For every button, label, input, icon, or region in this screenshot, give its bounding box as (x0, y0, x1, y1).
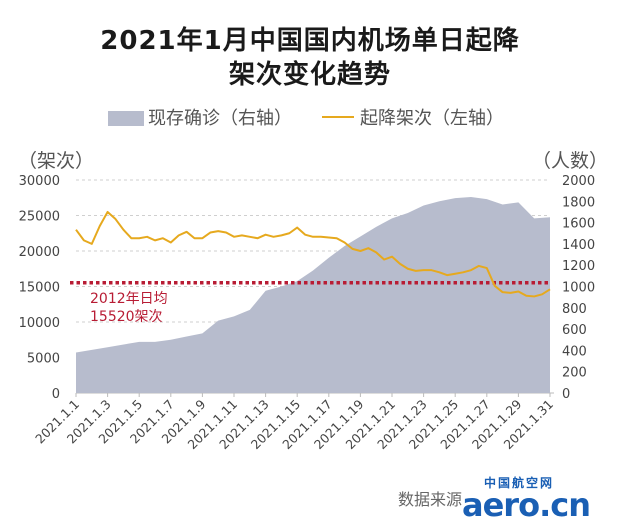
right-axis-unit: （人数） (532, 150, 609, 172)
legend-item-confirmed: 现存确诊（右轴） (108, 104, 292, 130)
line-layer (75, 210, 551, 298)
y-tick-right-1600: 1600 (562, 217, 595, 232)
y-tick-right-1800: 1800 (562, 195, 595, 210)
y-tick-left-0: 0 (52, 387, 60, 402)
y-tick-right-1200: 1200 (562, 259, 595, 274)
y-tick-left-5000: 5000 (27, 352, 60, 367)
legend-label-confirmed: 现存确诊（右轴） (148, 108, 292, 129)
logo-latin-text: aero.cn (462, 486, 591, 524)
logo-chinese-text: 中国航空网 (484, 476, 555, 490)
aero-cn-logo: 中国航空网 aero.cn (458, 474, 618, 524)
reference-label-line1: 2012年日均 (90, 291, 168, 307)
chart-subtitle: 架次变化趋势 (228, 60, 391, 90)
y-tick-left-25000: 25000 (19, 210, 60, 225)
legend-item-flights: 起降架次（左轴） (322, 104, 504, 130)
y-tick-left-20000: 20000 (19, 245, 60, 260)
area-layer (76, 197, 550, 393)
legend-swatch-line (322, 116, 354, 118)
area-series-confirmed (76, 197, 550, 393)
reference-label-line2: 15520架次 (90, 309, 163, 325)
reference-layer: 2012年日均 15520架次 (70, 281, 551, 325)
y-tick-left-15000: 15000 (19, 281, 60, 296)
y-tick-right-600: 600 (562, 323, 587, 338)
y-tick-left-10000: 10000 (19, 316, 60, 331)
chart-title: 2021年1月中国国内机场单日起降 (100, 26, 520, 56)
y-tick-left-30000: 30000 (19, 174, 60, 189)
source-note: 数据来源 (398, 490, 463, 509)
y-tick-right-200: 200 (562, 366, 587, 381)
y-tick-right-400: 400 (562, 344, 587, 359)
line-series-flights (75, 210, 551, 298)
y-tick-right-2000: 2000 (562, 174, 595, 189)
y-tick-right-0: 0 (562, 387, 570, 402)
legend-swatch-area (108, 111, 144, 126)
left-axis-unit: （架次） (18, 150, 95, 172)
y-tick-right-800: 800 (562, 302, 587, 317)
y-tick-right-1000: 1000 (562, 281, 595, 296)
legend-label-flights: 起降架次（左轴） (360, 108, 504, 129)
y-tick-right-1400: 1400 (562, 238, 595, 253)
